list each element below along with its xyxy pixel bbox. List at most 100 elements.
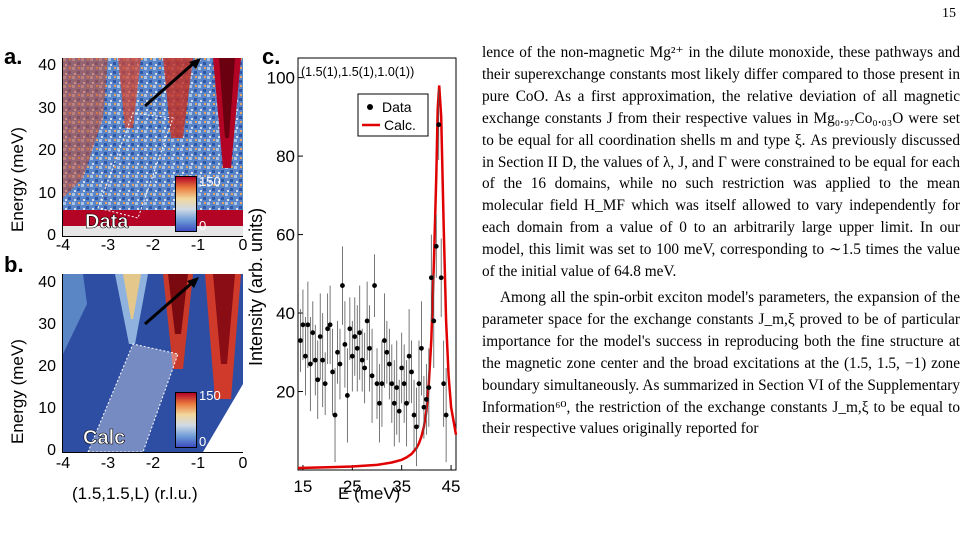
data-point	[352, 334, 358, 339]
panel-a-xtick: -3	[100, 237, 116, 254]
panel-c-xtick-label: 35	[392, 477, 411, 496]
data-point	[423, 396, 429, 402]
panel-b-ytick: 0	[47, 442, 56, 459]
panel-c-xtick-label: 25	[343, 477, 362, 496]
panel-a-ytick: 0	[47, 227, 56, 244]
panel-b-colorbar	[175, 392, 197, 448]
panel-b-xtick: 0	[238, 455, 248, 472]
panel-c-xtick-label: 15	[293, 477, 312, 496]
data-point	[431, 318, 437, 324]
data-point	[443, 412, 449, 418]
data-point	[396, 408, 402, 414]
panel-b-intensity-map: 150 0 Calc	[62, 274, 243, 453]
panel-c-letter: c.	[262, 44, 281, 69]
panel-a-ylabel: Energy (meV)	[8, 127, 27, 232]
data-point	[344, 393, 350, 398]
panel-c-legend	[357, 93, 429, 137]
data-point	[404, 400, 410, 406]
panel-a-intensity-map: 150 0 Data	[62, 58, 243, 237]
panel-b-ytick: 40	[38, 274, 56, 291]
data-point	[414, 424, 419, 430]
panel-a-map-label: Data	[85, 211, 129, 234]
data-point	[367, 345, 372, 351]
panel-c-ytick-label: 60	[276, 226, 295, 245]
page-number: 15	[942, 6, 956, 21]
data-point	[364, 318, 370, 324]
data-point	[377, 400, 382, 406]
data-point	[438, 275, 444, 281]
panel-a-ytick: 30	[38, 100, 56, 117]
panel-b-map-label: Calc	[83, 427, 126, 450]
panel-c-xtick-label: 45	[442, 477, 461, 496]
panel-b-xlabel: (1.5,1.5,L) (r.l.u.)	[72, 484, 198, 503]
data-point	[399, 365, 405, 371]
panel-b-xtick: -2	[145, 455, 161, 472]
data-point	[305, 322, 311, 328]
data-point	[340, 283, 345, 288]
panel-b-colorbar-max: 150	[199, 388, 221, 403]
data-point	[354, 345, 360, 351]
data-point	[315, 377, 321, 383]
data-point	[312, 357, 318, 363]
data-point	[357, 330, 363, 336]
legend-data-label: Data	[382, 99, 412, 115]
data-point	[416, 381, 422, 387]
panel-b-ytick: 20	[38, 358, 56, 375]
panel-a-xtick: 0	[238, 237, 248, 254]
panel-a-ytick: 20	[38, 142, 56, 159]
panel-c-ytick-label: 100	[267, 69, 295, 88]
data-point	[359, 357, 365, 363]
data-point	[386, 361, 392, 367]
data-point	[401, 381, 407, 387]
data-point	[342, 342, 348, 347]
data-point	[411, 412, 417, 418]
panel-c-ytick-label: 80	[276, 147, 295, 166]
data-point	[372, 283, 377, 288]
panel-a-letter: a.	[4, 44, 23, 69]
data-point	[382, 338, 387, 343]
data-point	[428, 275, 434, 281]
data-point	[327, 322, 333, 328]
body-paragraph-1: lence of the non-magnetic Mg²⁺ in the di…	[482, 44, 960, 281]
panel-a-ytick: 40	[38, 57, 56, 74]
panel-b-ytick: 10	[38, 400, 56, 417]
data-point	[317, 334, 323, 339]
panel-c-ytick-label: 40	[276, 304, 295, 323]
data-point	[349, 353, 355, 359]
data-point	[298, 338, 303, 343]
data-point	[379, 381, 385, 387]
data-point	[332, 412, 338, 418]
panel-a-xtick: -2	[145, 237, 161, 254]
panel-a-colorbar-min: 0	[199, 218, 207, 233]
data-point	[320, 357, 326, 363]
body-text: lence of the non-magnetic Mg²⁺ in the di…	[482, 42, 960, 440]
data-point	[391, 400, 397, 406]
legend-data-marker	[367, 104, 373, 110]
data-point	[307, 361, 313, 367]
panel-b-xtick: -4	[55, 455, 71, 472]
panel-a-colorbar	[175, 176, 197, 232]
data-point	[337, 361, 343, 367]
panel-c-title: (1.5(1),1.5(1),1.0(1))	[301, 65, 414, 79]
data-point	[389, 381, 395, 387]
panel-c-ytick-label: 20	[276, 383, 295, 402]
data-point	[421, 404, 427, 410]
data-point	[347, 326, 353, 332]
data-point	[325, 326, 331, 332]
data-point	[394, 385, 400, 390]
data-point	[300, 322, 306, 328]
legend-calc-label: Calc.	[384, 117, 416, 133]
panel-b-letter: b.	[4, 252, 24, 277]
data-point	[384, 349, 390, 355]
panel-c-chart: (1.5(1),1.5(1),1.0(1)) 100 80 60 40 20 15 25 35 4…	[267, 57, 461, 496]
data-point	[409, 369, 414, 375]
data-point	[330, 369, 335, 375]
data-point	[433, 243, 439, 249]
data-point	[419, 345, 424, 351]
data-point	[374, 381, 380, 387]
body-paragraph-2: Among all the spin-orbit exciton model's…	[482, 288, 960, 438]
data-point	[406, 353, 412, 359]
panel-a-xtick: -1	[190, 237, 206, 254]
panel-b-ylabel: Energy (meV)	[8, 339, 27, 444]
panel-a-colorbar-max: 150	[199, 174, 221, 189]
